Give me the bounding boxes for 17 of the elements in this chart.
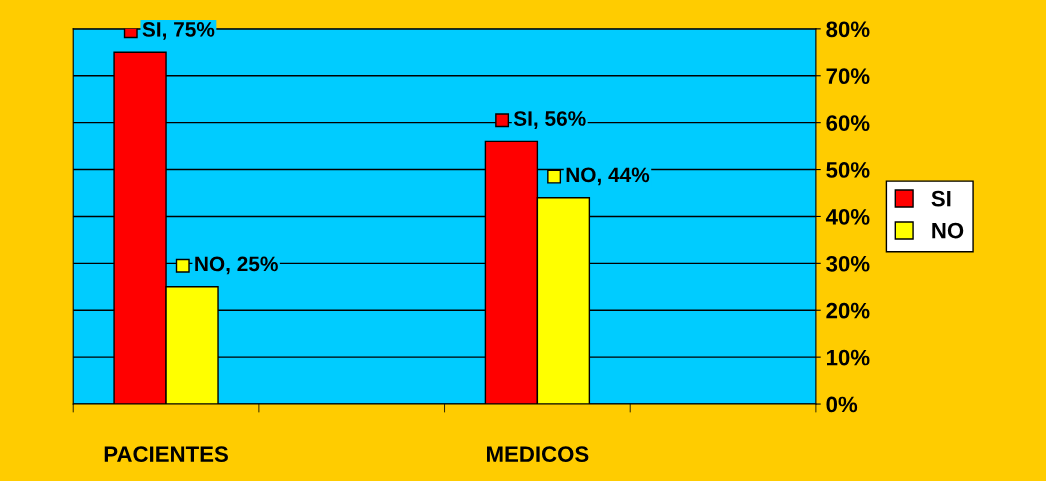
y-tick-label: 50% [826, 162, 870, 178]
x-tick-label: MEDICOS [487, 446, 589, 463]
data-label: NO, 44% [566, 167, 650, 186]
y-tick-label: 10% [827, 349, 870, 366]
data-label: SI, 75% [142, 22, 215, 40]
y-tick-label: 40% [825, 208, 870, 225]
y-tick-label: 20% [826, 302, 870, 319]
x-tick-label: PACIENTES [104, 446, 228, 463]
data-label: SI, 56% [513, 111, 586, 129]
y-tick-label: 30% [826, 255, 870, 272]
y-tick-label: 0% [826, 396, 858, 413]
data-label: NO, 25% [195, 256, 278, 275]
y-tick-label: 80% [826, 21, 870, 38]
y-tick-label: 70% [826, 68, 870, 85]
legend-label: NO [932, 222, 964, 239]
legend-label: SI [931, 190, 951, 207]
y-tick-label: 60% [826, 115, 870, 131]
